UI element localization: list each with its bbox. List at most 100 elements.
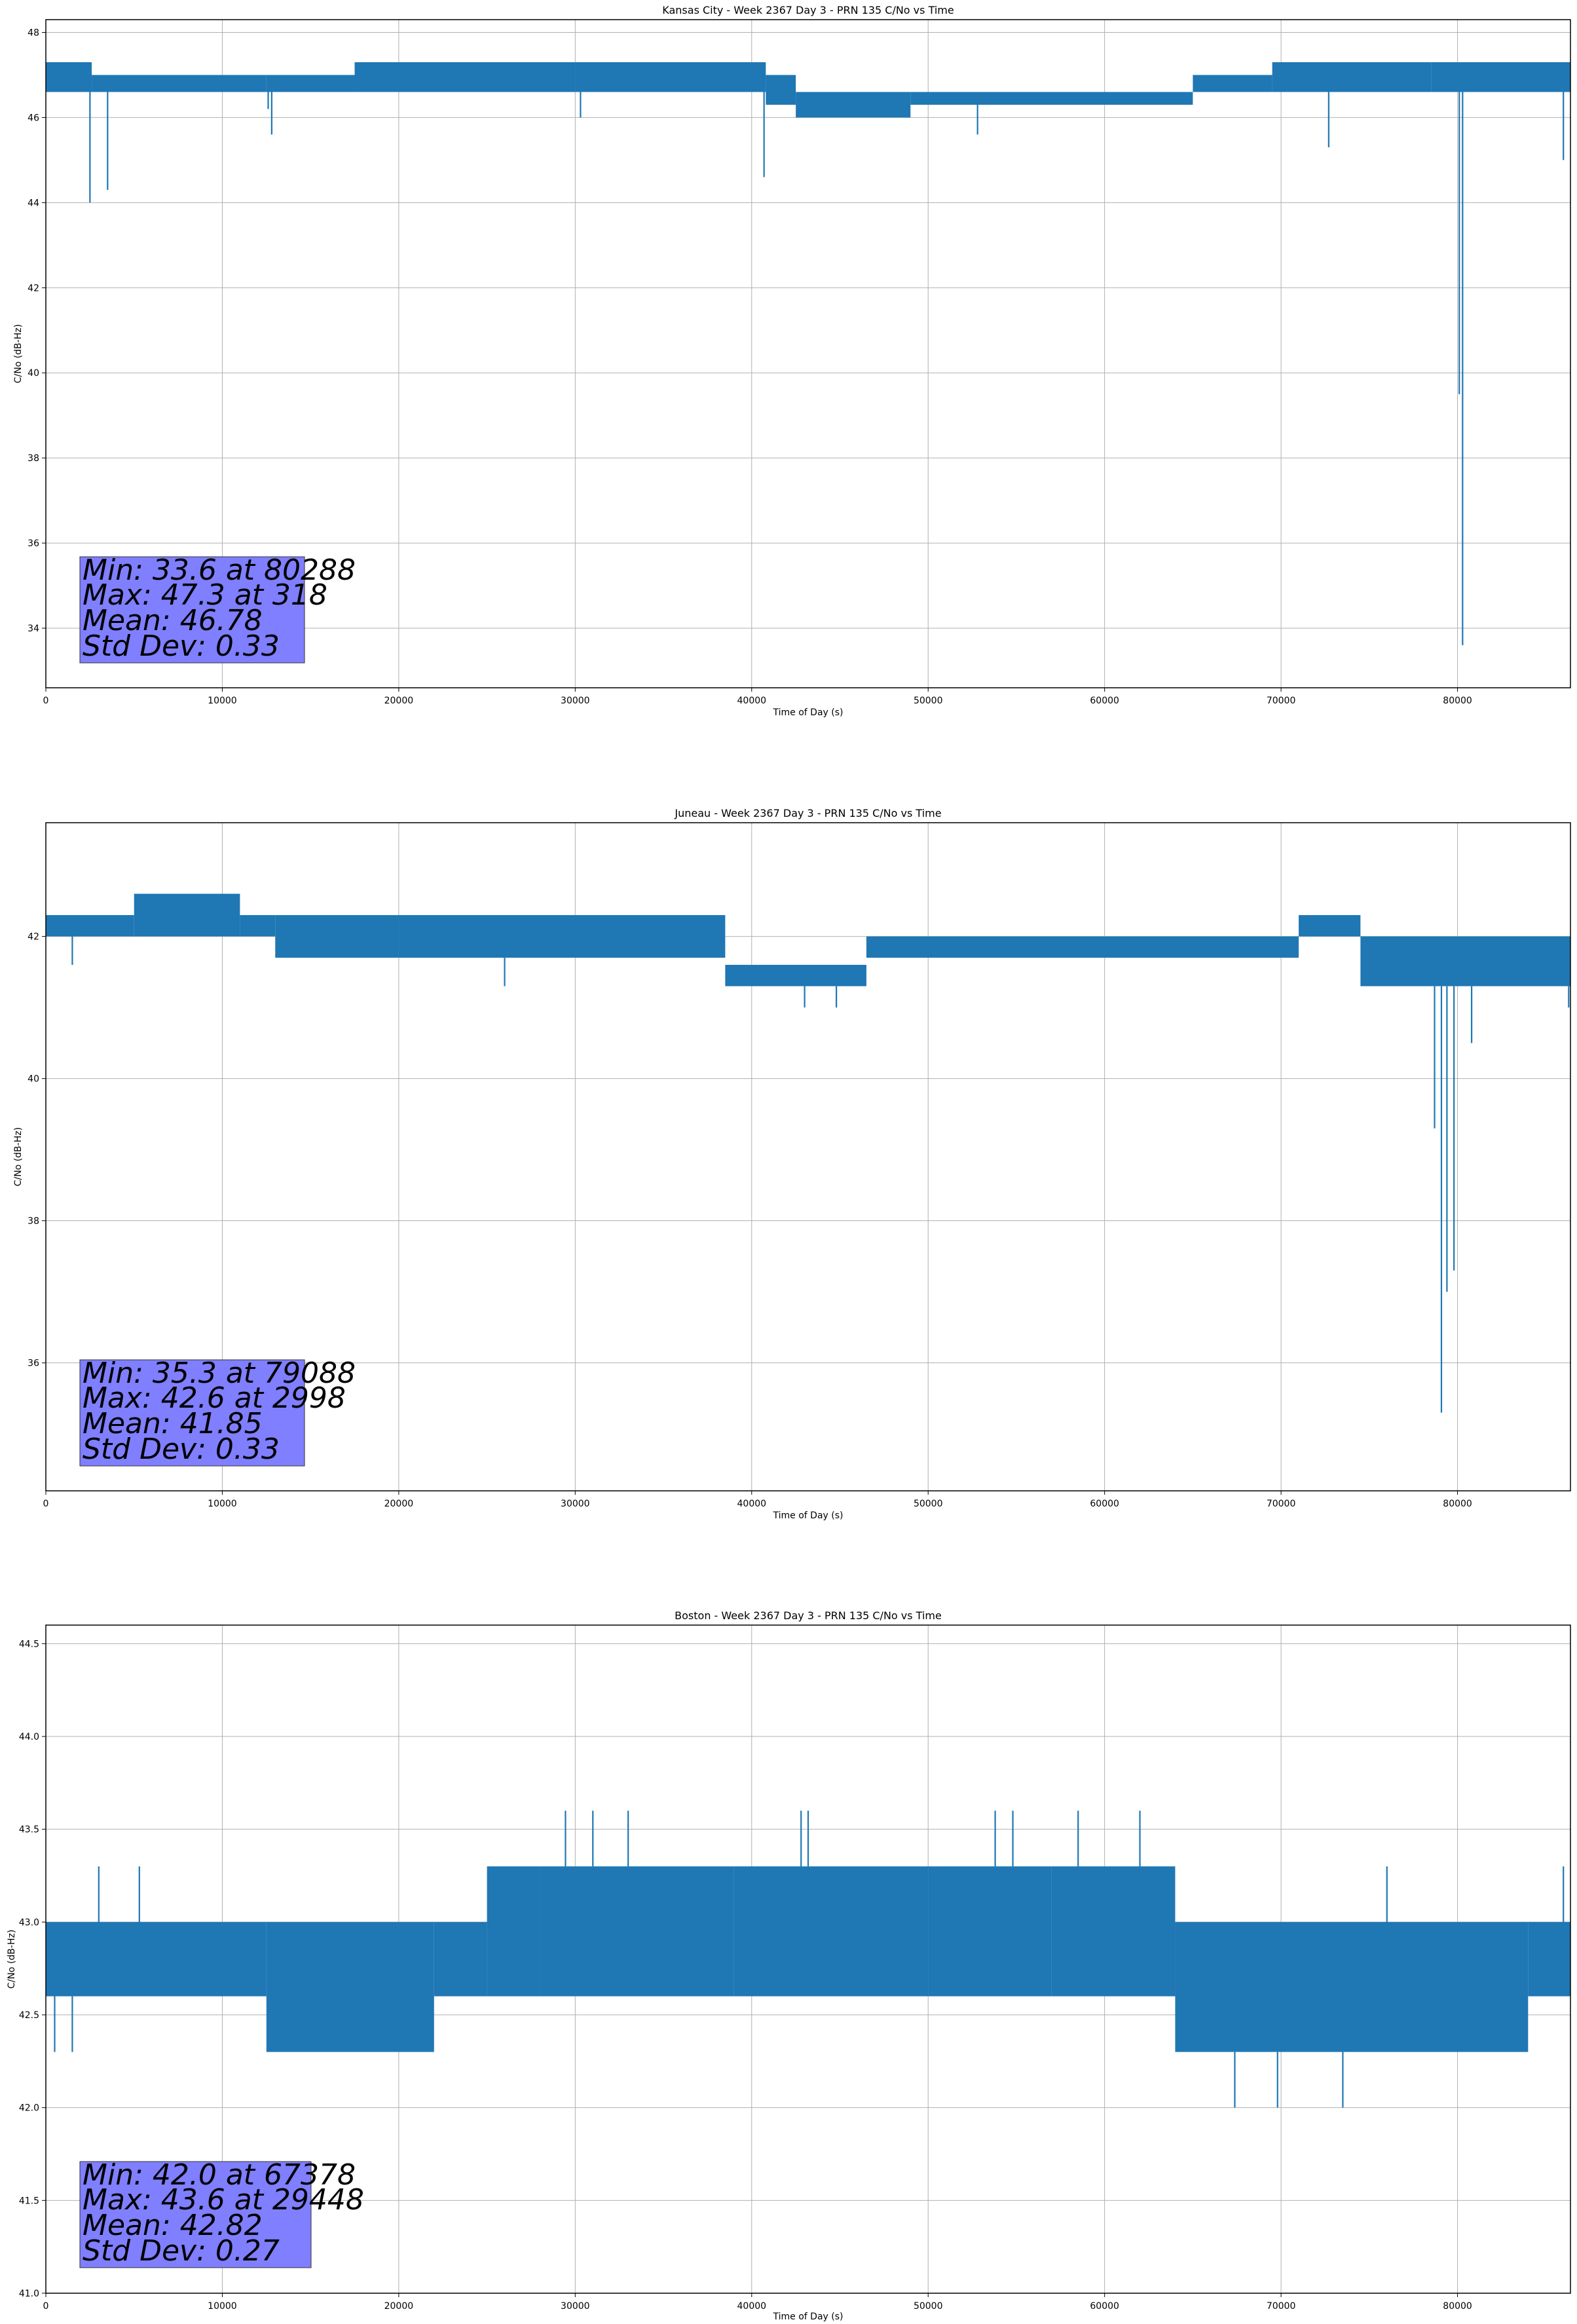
series-band	[733, 1866, 929, 1996]
plot-frame	[45, 1624, 1571, 2294]
stats-mean: Mean: 46.78	[83, 604, 263, 637]
y-tick-label: 43.0	[19, 1917, 39, 1928]
x-tick-label: 40000	[737, 696, 767, 706]
stats-box: Min: 33.6 at 80288 Max: 47.3 at 318 Mean…	[79, 553, 356, 664]
stats-box: Min: 42.0 at 67378 Max: 43.6 at 29448 Me…	[79, 2158, 364, 2268]
stats-box: Min: 35.3 at 79088 Max: 42.6 at 2998 Mea…	[79, 1357, 356, 1467]
series-band	[1360, 936, 1570, 986]
y-tick-label: 42.0	[19, 2103, 39, 2114]
series-band	[910, 92, 1193, 105]
stats-box-background	[79, 1359, 305, 1467]
series-band	[575, 62, 766, 92]
stats-std-dev: Std Dev: 0.33	[83, 1433, 280, 1466]
x-tick-label: 20000	[384, 696, 414, 706]
series-band	[866, 936, 1299, 958]
series-band	[134, 893, 240, 937]
y-tick-label: 43.5	[19, 1825, 39, 1835]
series-band	[266, 75, 355, 92]
series-band	[1316, 1922, 1529, 2052]
x-tick-label: 70000	[1267, 1499, 1296, 1509]
stats-box-background	[79, 2161, 312, 2268]
chart-title: Kansas City - Week 2367 Day 3 - PRN 135 …	[662, 4, 954, 16]
series-band	[1051, 1866, 1176, 1996]
stats-min: Min: 33.6 at 80288	[83, 553, 356, 587]
x-tick-label: 80000	[1443, 1499, 1472, 1509]
y-tick-label: 42	[28, 283, 39, 293]
x-axis-label: Time of Day (s)	[773, 707, 844, 718]
x-tick-label: 50000	[914, 1499, 943, 1509]
x-tick-label: 10000	[208, 696, 237, 706]
stats-box-background	[79, 556, 305, 664]
x-tick-label: 50000	[914, 2301, 943, 2312]
y-tick-label: 44	[28, 198, 39, 208]
chart-panel-2: Juneau - Week 2367 Day 3 - PRN 135 C/No …	[13, 807, 1571, 1521]
y-tick-label: 38	[28, 1216, 39, 1227]
series-band	[46, 1922, 267, 1996]
y-tick-label: 42	[28, 932, 39, 943]
x-tick-label: 60000	[1090, 1499, 1119, 1509]
y-tick-label: 48	[28, 28, 39, 38]
stats-min: Min: 42.0 at 67378	[83, 2158, 356, 2192]
x-tick-label: 30000	[561, 1499, 590, 1509]
x-tick-label: 30000	[561, 696, 590, 706]
series-band	[354, 62, 576, 92]
x-tick-label: 0	[43, 696, 49, 706]
series-band	[434, 1922, 487, 1996]
x-tick-label: 80000	[1443, 2301, 1472, 2312]
stats-max: Max: 42.6 at 2998	[83, 1381, 346, 1415]
x-tick-label: 40000	[737, 2301, 767, 2312]
y-axis-label: C/No (dB-Hz)	[7, 1930, 17, 1989]
series-band	[1528, 1922, 1570, 1996]
series-band	[275, 915, 399, 958]
series-band	[540, 1866, 734, 1996]
plot-frame	[45, 822, 1571, 1491]
series-band	[46, 62, 92, 92]
y-tick-label: 44.0	[19, 1732, 39, 1742]
y-axis-label: C/No (dB-Hz)	[13, 324, 24, 383]
x-axis-label: Time of Day (s)	[773, 1510, 844, 1521]
x-tick-label: 20000	[384, 2301, 414, 2312]
chart-panel-1: Kansas City - Week 2367 Day 3 - PRN 135 …	[13, 4, 1571, 718]
stats-min: Min: 35.3 at 79088	[83, 1357, 356, 1390]
stats-std-dev: Std Dev: 0.27	[83, 2234, 280, 2268]
y-axis-label: C/No (dB-Hz)	[13, 1127, 24, 1186]
y-tick-label: 42.5	[19, 2010, 39, 2021]
x-tick-label: 0	[43, 1499, 49, 1509]
series-band	[1272, 62, 1432, 92]
x-tick-label: 0	[43, 2301, 49, 2312]
y-tick-label: 36	[28, 1359, 39, 1369]
chart-title: Boston - Week 2367 Day 3 - PRN 135 C/No …	[675, 1609, 942, 1622]
x-tick-label: 70000	[1267, 2301, 1296, 2312]
stats-std-dev: Std Dev: 0.33	[83, 629, 280, 663]
x-tick-label: 70000	[1267, 696, 1296, 706]
series-band	[398, 915, 523, 958]
y-tick-label: 40	[28, 368, 39, 379]
series-band	[928, 1866, 1052, 1996]
x-tick-label: 10000	[208, 2301, 237, 2312]
y-tick-label: 41.5	[19, 2196, 39, 2206]
chart-panel-3: Boston - Week 2367 Day 3 - PRN 135 C/No …	[7, 1609, 1571, 2322]
series-band	[522, 915, 726, 958]
series-band	[725, 965, 866, 986]
y-tick-label: 41.0	[19, 2289, 39, 2299]
series-band	[1299, 915, 1361, 937]
x-tick-label: 50000	[914, 696, 943, 706]
stats-mean: Mean: 41.85	[83, 1407, 263, 1440]
x-axis-label: Time of Day (s)	[773, 2312, 844, 2322]
y-tick-label: 46	[28, 113, 39, 123]
y-tick-label: 34	[28, 624, 39, 634]
y-tick-label: 44.5	[19, 1639, 39, 1649]
y-tick-label: 38	[28, 453, 39, 464]
x-tick-label: 60000	[1090, 2301, 1119, 2312]
x-tick-label: 60000	[1090, 696, 1119, 706]
series-band	[266, 1922, 434, 2052]
series-band	[796, 92, 911, 118]
x-tick-label: 10000	[208, 1499, 237, 1509]
x-tick-label: 30000	[561, 2301, 590, 2312]
x-tick-label: 20000	[384, 1499, 414, 1509]
series-band	[1193, 75, 1272, 92]
stats-max: Max: 43.6 at 29448	[83, 2183, 364, 2217]
x-tick-label: 80000	[1443, 696, 1472, 706]
series-band	[487, 1866, 540, 1996]
